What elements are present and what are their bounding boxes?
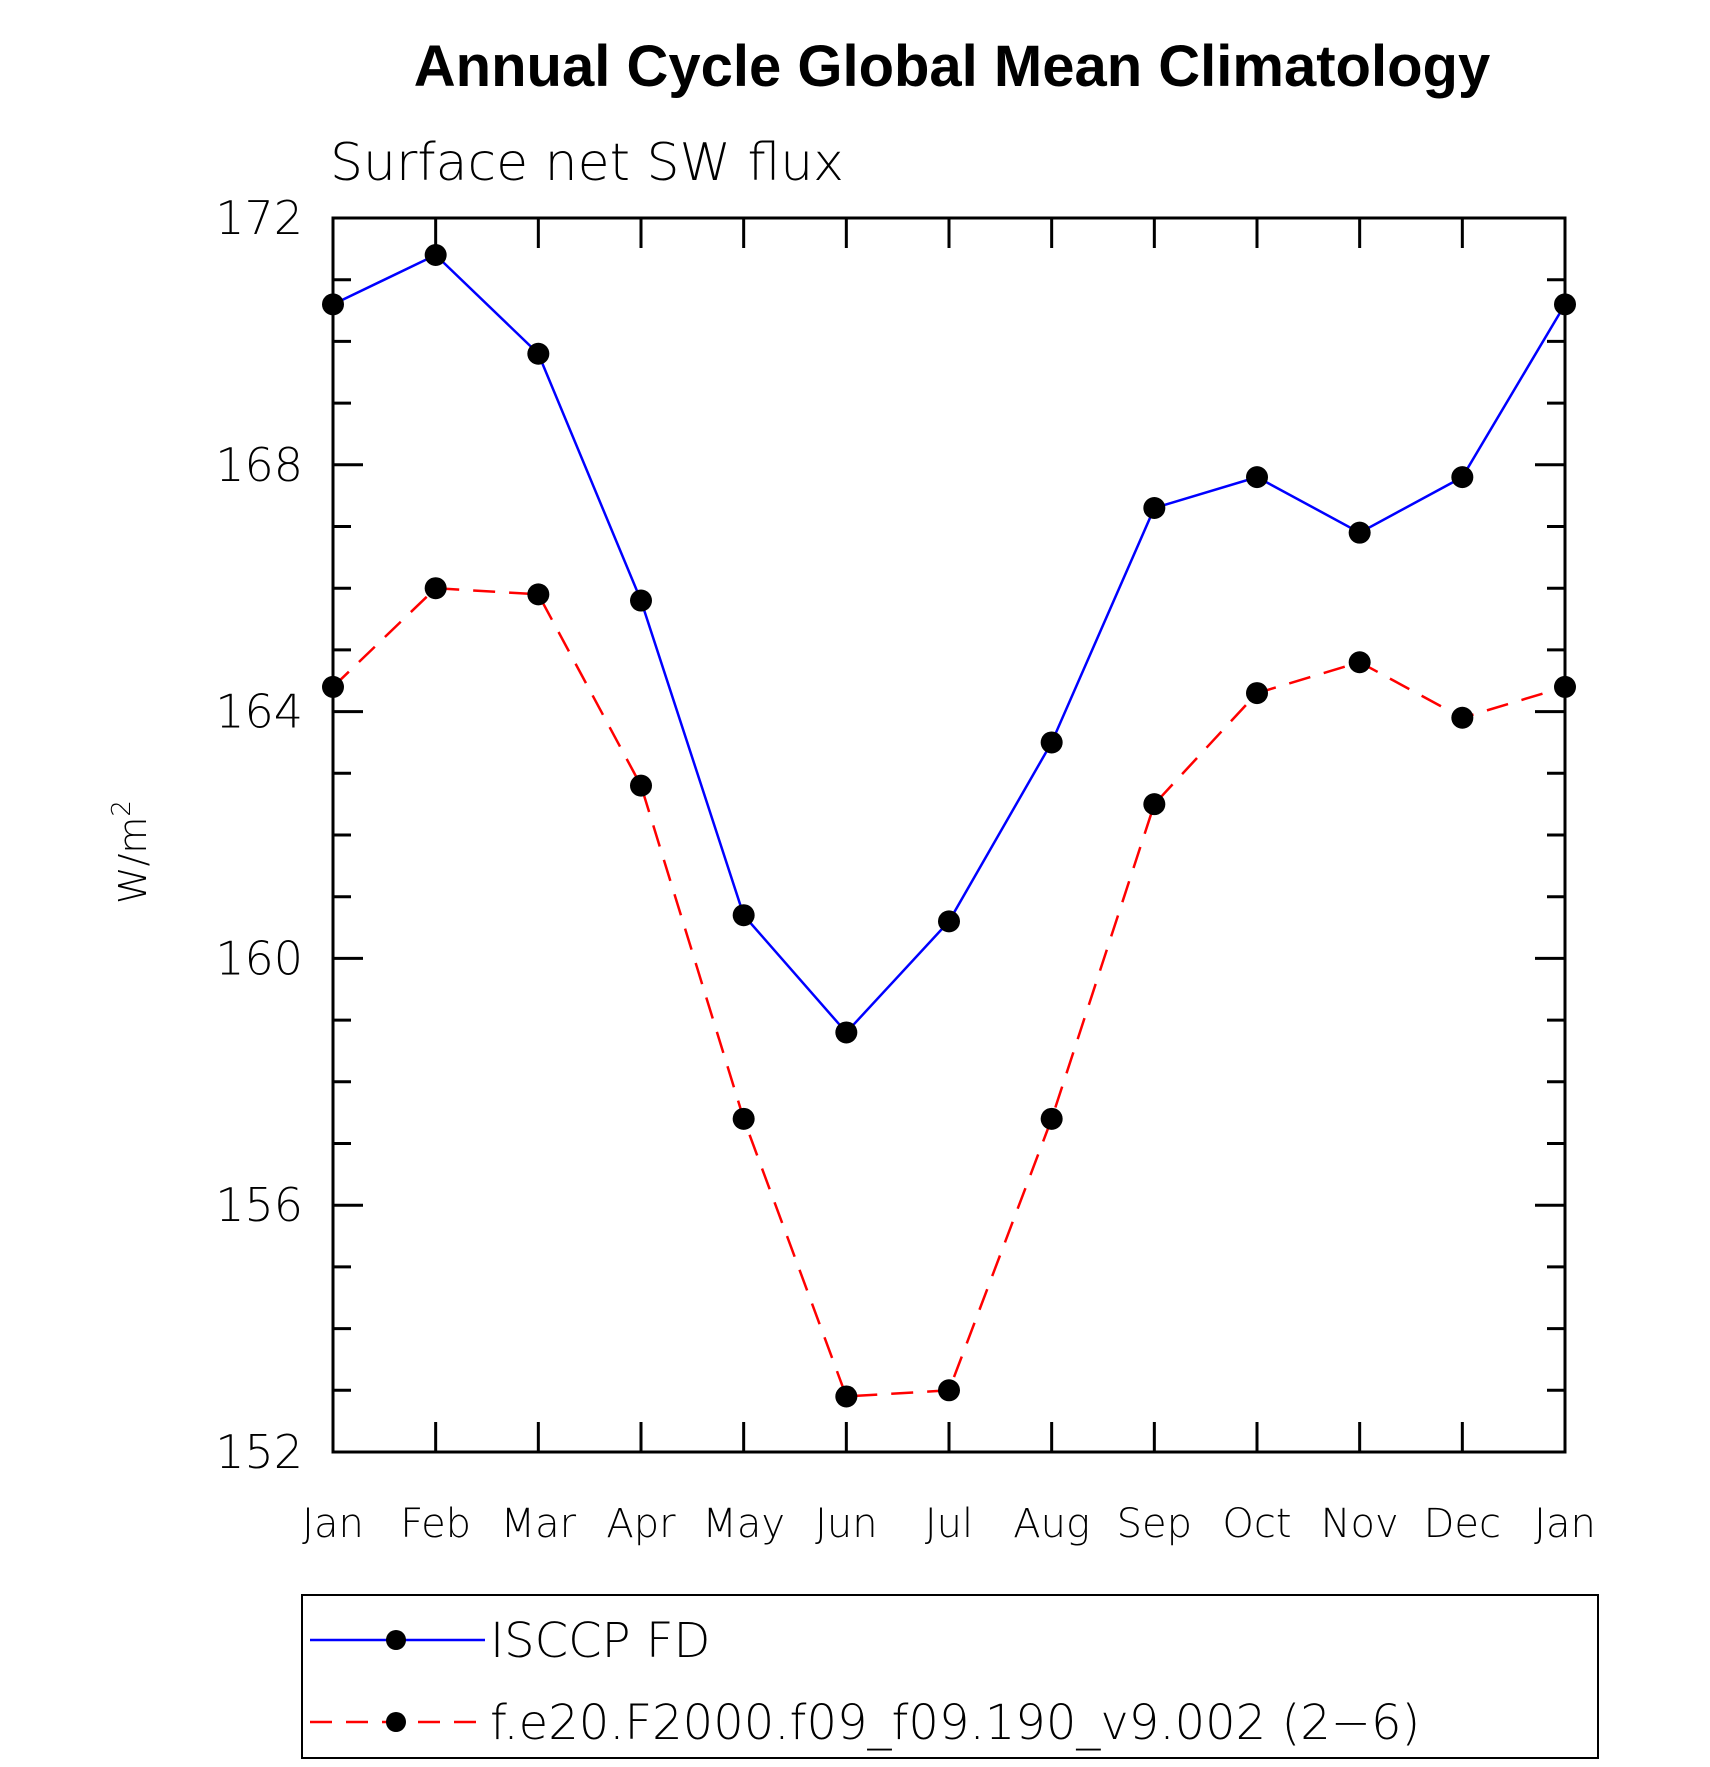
legend-label: ISCCP FD: [490, 1613, 710, 1669]
series-line-2: [332, 586, 1566, 1398]
legend-marker: [386, 1630, 406, 1650]
x-tick-label: Oct: [1222, 1501, 1291, 1547]
x-tick-label: Apr: [606, 1501, 676, 1547]
x-tick-label: Dec: [1424, 1501, 1501, 1547]
data-point: [1246, 682, 1268, 705]
data-point: [322, 293, 344, 316]
chart-title: Annual Cycle Global Mean Climatology: [414, 34, 1490, 99]
x-tick-label: Jan: [1534, 1501, 1596, 1547]
y-tick-label: 164: [215, 685, 303, 739]
data-point: [1143, 496, 1166, 519]
plot-frame: [331, 216, 1567, 1454]
y-axis-label: W/m2: [107, 800, 155, 904]
x-tick-label: Feb: [400, 1501, 471, 1547]
data-point: [1554, 293, 1576, 316]
chart-subtitle: Surface net SW flux: [330, 133, 844, 193]
y-axis-label-superscript: 2: [107, 800, 137, 817]
data-point: [1554, 675, 1576, 698]
y-tick-label: 160: [215, 931, 303, 985]
y-axis-label-text: W/m: [111, 817, 155, 904]
plot-area: 172 168 164 160 156 152 Jan Feb Mar Apr May Jun Jul A…: [215, 191, 1596, 1547]
data-point: [527, 342, 550, 365]
data-point: [1451, 466, 1474, 489]
y-tick-label: 156: [215, 1178, 303, 1232]
data-point: [424, 577, 447, 600]
data-point: [527, 583, 550, 606]
data-point: [835, 1021, 858, 1044]
legend-label: f.e20.F2000.f09_f09.190_v9.002 (2−6): [490, 1695, 1420, 1751]
legend-box: [301, 1594, 1599, 1759]
data-point: [1348, 521, 1371, 544]
x-tick-label: Aug: [1013, 1501, 1090, 1547]
data-point: [1246, 466, 1268, 489]
x-tick-label: May: [702, 1501, 785, 1547]
legend-marker: [386, 1712, 406, 1732]
data-point: [630, 774, 652, 797]
data-point: [1451, 706, 1474, 729]
x-tick-label: Jan: [302, 1501, 364, 1547]
x-tick-label: Sep: [1117, 1501, 1192, 1547]
data-point: [1143, 793, 1166, 816]
data-point: [1040, 731, 1063, 754]
data-point: [1040, 1107, 1063, 1130]
data-point: [732, 904, 755, 927]
data-point: [630, 589, 652, 612]
data-point: [732, 1107, 755, 1130]
data-point: [835, 1385, 858, 1408]
x-tick-label: Mar: [501, 1501, 577, 1547]
y-tick-label: 168: [215, 438, 303, 492]
y-tick-label: 172: [215, 191, 303, 245]
y-tick-label: 152: [215, 1425, 303, 1479]
x-tick-label: Nov: [1321, 1501, 1399, 1547]
legend: ISCCP FD f.e20.F2000.f09_f09.190_v9.002 (…: [301, 1594, 1599, 1759]
x-tick-label: Jun: [815, 1501, 878, 1547]
data-point: [938, 1379, 960, 1402]
data-point: [322, 675, 344, 698]
data-point: [938, 910, 960, 933]
data-point: [424, 244, 447, 267]
x-tick-label: Jul: [925, 1501, 973, 1547]
data-point: [1348, 651, 1371, 674]
